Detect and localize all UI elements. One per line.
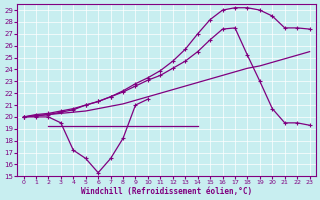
X-axis label: Windchill (Refroidissement éolien,°C): Windchill (Refroidissement éolien,°C) (81, 187, 252, 196)
